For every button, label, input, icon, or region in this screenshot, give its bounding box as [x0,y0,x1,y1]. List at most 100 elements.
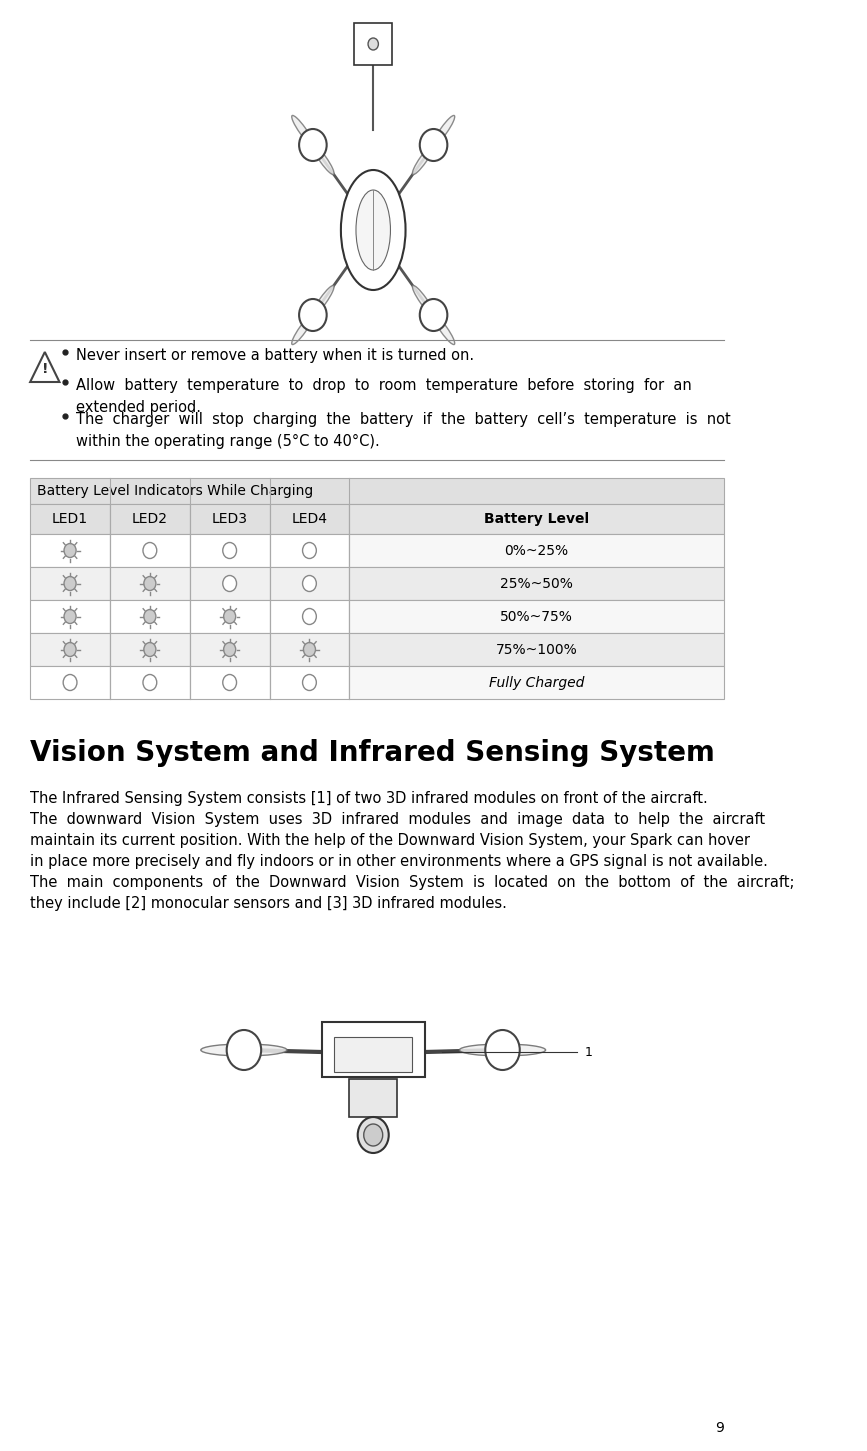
Text: 75%~100%: 75%~100% [496,643,577,656]
Bar [30,601,110,633]
Bar [110,534,190,567]
Text: they include [2] monocular sensors and [3] 3D infrared modules.: they include [2] monocular sensors and [… [30,897,507,911]
Bar [30,503,110,534]
Text: The  downward  Vision  System  uses  3D  infrared  modules  and  image  data  to: The downward Vision System uses 3D infra… [30,813,766,827]
Text: maintain its current position. With the help of the Downward Vision System, your: maintain its current position. With the … [30,833,750,847]
Text: The  main  components  of  the  Downward  Vision  System  is  located  on  the  : The main components of the Downward Visi… [30,875,795,889]
Polygon shape [30,353,60,382]
Text: in place more precisely and fly indoors or in other environments where a GPS sig: in place more precisely and fly indoors … [30,855,768,869]
Bar [30,534,110,567]
Text: Allow  battery  temperature  to  drop  to  room  temperature  before  storing  f: Allow battery temperature to drop to roo… [75,379,692,415]
Circle shape [303,643,316,656]
Bar [335,1037,412,1072]
Text: 9: 9 [715,1421,724,1435]
Circle shape [226,1030,261,1069]
Ellipse shape [291,315,313,344]
Circle shape [63,675,77,691]
Bar [110,503,190,534]
Circle shape [224,643,236,656]
Circle shape [223,675,237,691]
Bar [30,567,110,601]
Circle shape [143,543,157,559]
Bar [270,633,349,666]
Circle shape [420,299,447,331]
Bar [110,601,190,633]
Text: LED3: LED3 [212,512,248,527]
Text: Vision System and Infrared Sensing System: Vision System and Infrared Sensing Syste… [30,739,715,768]
Text: 0%~25%: 0%~25% [505,544,569,557]
Bar [270,666,349,699]
Text: 50%~75%: 50%~75% [500,609,573,624]
Text: Fully Charged: Fully Charged [489,676,584,689]
Bar [270,567,349,601]
Circle shape [358,1117,388,1154]
Bar [190,503,270,534]
Circle shape [64,643,76,656]
Circle shape [223,576,237,592]
Circle shape [144,643,156,656]
Text: !: ! [42,361,48,376]
Ellipse shape [413,286,434,315]
Circle shape [64,609,76,624]
Ellipse shape [312,286,334,315]
Text: LED2: LED2 [132,512,168,527]
Text: 1: 1 [584,1046,592,1058]
Circle shape [223,543,237,559]
Bar [322,1022,425,1077]
Circle shape [224,609,236,624]
Bar [349,633,724,666]
Bar [349,666,724,699]
Circle shape [64,576,76,591]
Bar [270,534,349,567]
Circle shape [143,675,157,691]
Circle shape [299,299,327,331]
Circle shape [420,129,447,161]
Circle shape [486,1030,519,1069]
Bar [110,567,190,601]
Circle shape [144,609,156,624]
Circle shape [368,38,378,49]
Text: Battery Level: Battery Level [484,512,590,527]
Bar [270,503,349,534]
Bar [349,567,724,601]
Circle shape [303,576,316,592]
Bar [190,567,270,601]
Text: Never insert or remove a battery when it is turned on.: Never insert or remove a battery when it… [75,348,474,363]
Bar [349,534,724,567]
Bar [110,666,190,699]
Text: The Infrared Sensing System consists [1] of two 3D infrared modules on front of : The Infrared Sensing System consists [1]… [30,791,708,805]
Bar [190,633,270,666]
Text: 25%~50%: 25%~50% [500,576,573,591]
Ellipse shape [413,145,434,174]
Bar [349,601,724,633]
Circle shape [364,1125,382,1146]
Bar [30,477,724,503]
Ellipse shape [460,1045,545,1056]
Circle shape [64,544,76,557]
Bar [30,633,110,666]
Ellipse shape [341,170,406,290]
Ellipse shape [434,315,454,344]
Text: LED4: LED4 [291,512,328,527]
Circle shape [303,608,316,624]
Bar [30,666,110,699]
Circle shape [303,543,316,559]
Circle shape [144,576,156,591]
Ellipse shape [312,145,334,174]
Bar [190,601,270,633]
Text: Battery Level Indicators While Charging: Battery Level Indicators While Charging [37,485,313,498]
Circle shape [303,675,316,691]
Bar [355,23,392,65]
Bar [190,666,270,699]
Bar [270,601,349,633]
Ellipse shape [201,1045,287,1056]
Ellipse shape [434,116,454,145]
Bar [190,534,270,567]
Ellipse shape [291,116,313,145]
Bar [349,503,724,534]
Text: The  charger  will  stop  charging  the  battery  if  the  battery  cell’s  temp: The charger will stop charging the batte… [75,412,731,450]
Bar [110,633,190,666]
Bar [349,1080,397,1117]
Circle shape [299,129,327,161]
Text: LED1: LED1 [52,512,88,527]
